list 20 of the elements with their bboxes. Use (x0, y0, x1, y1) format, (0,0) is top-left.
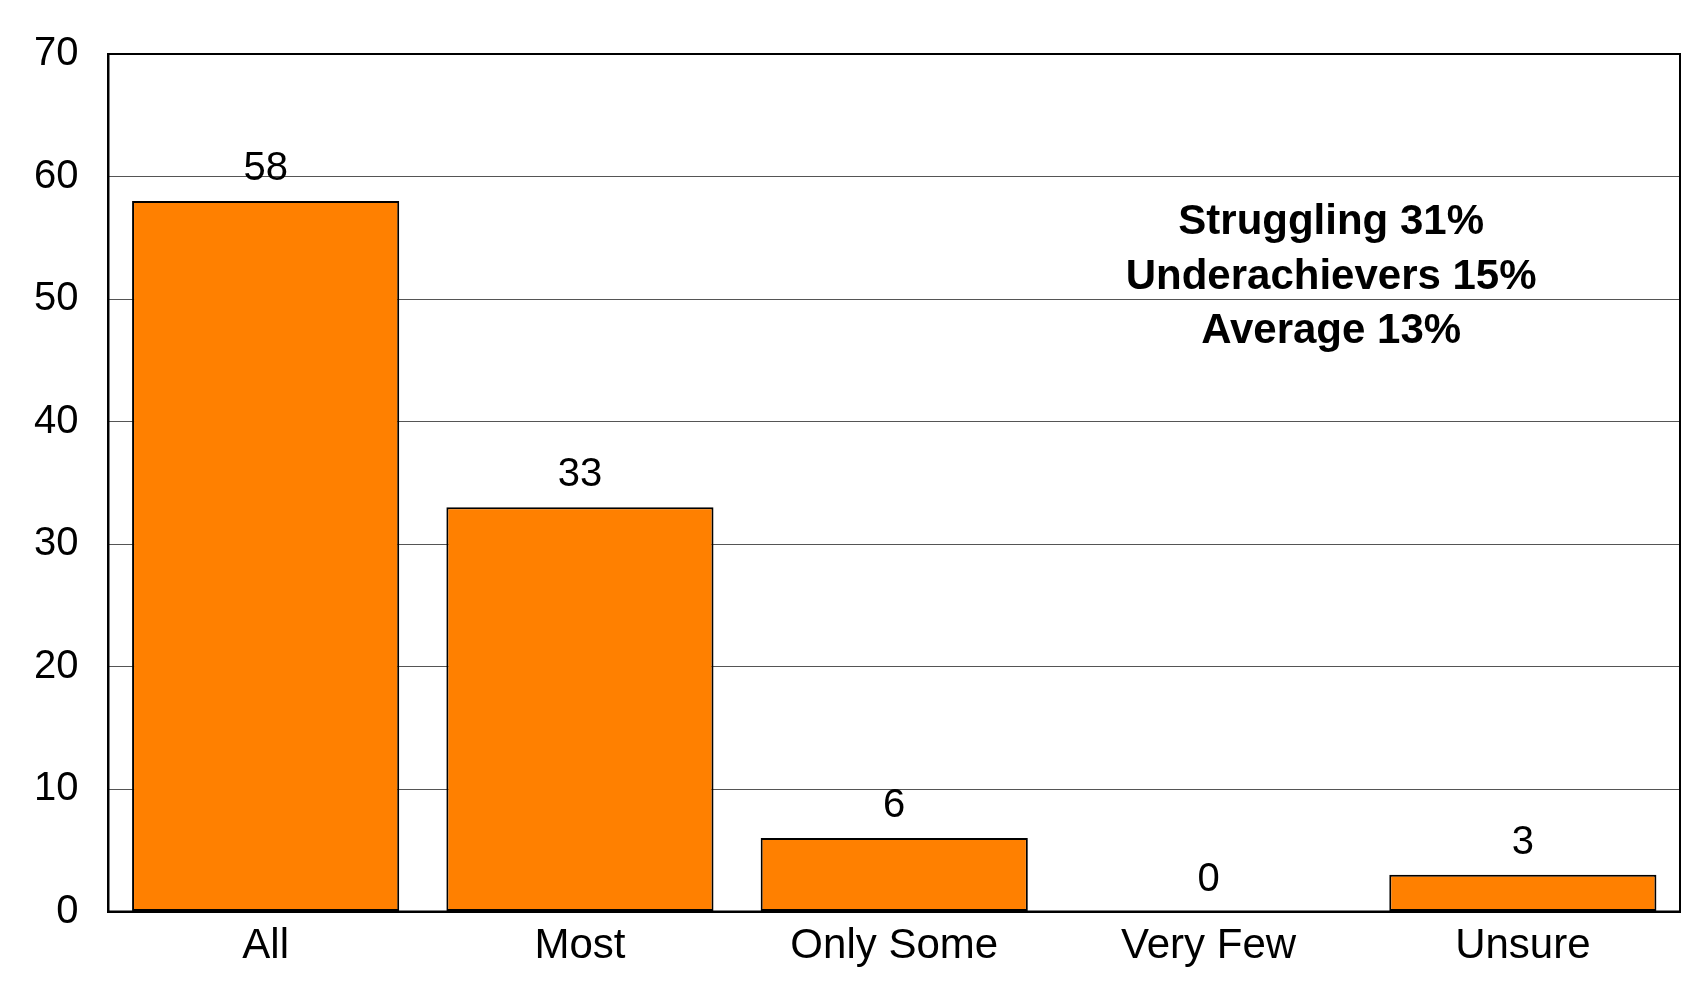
y-tick-label: 70 (33, 29, 79, 74)
x-tick-label: Most (534, 920, 626, 968)
x-tick-label: Very Few (1121, 920, 1297, 968)
x-tick-label: Only Some (790, 920, 999, 968)
y-tick-label: 20 (33, 641, 79, 686)
annotation: Underachievers 15% (1125, 250, 1537, 298)
x-tick-label: All (242, 920, 289, 968)
data-label: 3 (1511, 817, 1534, 862)
y-tick-label: 0 (56, 886, 79, 931)
y-tick-label: 40 (33, 396, 79, 441)
y-tick-label: 30 (33, 519, 79, 564)
x-tick-label: Unsure (1455, 920, 1591, 968)
data-label: 6 (883, 781, 906, 826)
y-tick-label: 50 (33, 274, 79, 319)
annotation: Average 13% (1201, 305, 1462, 353)
y-tick-label: 10 (33, 764, 79, 809)
annotation: Struggling 31% (1178, 195, 1484, 243)
y-tick-label: 60 (33, 151, 79, 196)
data-label: 33 (557, 450, 603, 495)
data-label: 0 (1197, 854, 1220, 899)
